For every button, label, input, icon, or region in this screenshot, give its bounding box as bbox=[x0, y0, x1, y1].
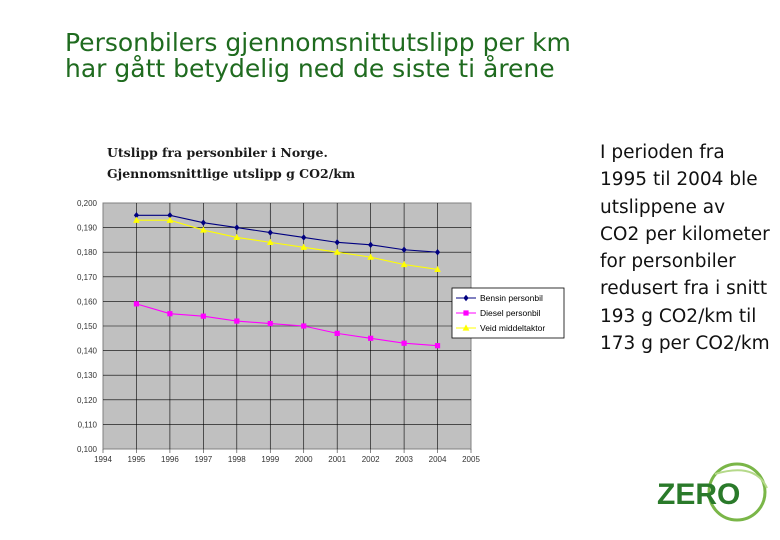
y-tick-label: 0,120 bbox=[77, 396, 98, 405]
data-point bbox=[234, 224, 240, 231]
data-point bbox=[368, 335, 374, 341]
legend-marker bbox=[462, 324, 470, 331]
series-layer bbox=[133, 212, 441, 349]
y-tick-label: 0,190 bbox=[77, 224, 98, 233]
data-point bbox=[368, 241, 374, 249]
chart-title-line-1: Utslipp fra personbiler i Norge. bbox=[107, 145, 328, 160]
emissions-chart: Utslipp fra personbiler i Norge. Gjennom… bbox=[62, 138, 567, 474]
data-point bbox=[266, 238, 274, 245]
x-axis: 1994 1995 1996 1997 1998 1999 2000 2001 2002 2003… bbox=[94, 449, 480, 464]
y-axis: 0,200 0,190 0,180 0,170 0,160 0,150 0,140 0,130… bbox=[77, 199, 98, 454]
legend-label: Bensin personbil bbox=[480, 293, 543, 303]
series-line bbox=[136, 219, 438, 270]
y-tick-label: 0,200 bbox=[77, 199, 98, 208]
logo-text: ZERO bbox=[657, 478, 740, 511]
series-line bbox=[136, 214, 438, 253]
legend-marker bbox=[463, 294, 469, 302]
data-point bbox=[234, 318, 240, 324]
data-point bbox=[199, 226, 207, 233]
chart-title-line-2: Gjennomsnittlige utslipp g CO2/km bbox=[107, 166, 355, 181]
y-tick-label: 0,180 bbox=[77, 248, 98, 257]
data-point bbox=[400, 260, 408, 268]
x-tick-label: 1999 bbox=[261, 455, 279, 464]
data-point bbox=[301, 323, 307, 329]
summary-text: I perioden fra 1995 til 2004 ble utslipp… bbox=[600, 142, 770, 355]
data-point bbox=[133, 216, 140, 223]
data-point bbox=[367, 253, 375, 260]
data-point bbox=[200, 219, 206, 226]
logo-ring bbox=[707, 462, 767, 522]
data-point bbox=[133, 212, 140, 219]
data-point bbox=[300, 243, 308, 250]
data-point bbox=[167, 311, 173, 317]
x-tick-label: 1994 bbox=[94, 455, 112, 464]
y-tick-label: 0,110 bbox=[78, 420, 98, 429]
data-point bbox=[434, 265, 441, 273]
logo-arc bbox=[714, 469, 768, 489]
x-tick-label: 1995 bbox=[128, 455, 146, 464]
data-point bbox=[333, 248, 341, 255]
y-tick-label: 0,170 bbox=[77, 273, 98, 282]
x-tick-label: 1997 bbox=[194, 455, 212, 464]
legend-label: Veid middeltaktor bbox=[480, 323, 545, 333]
y-tick-label: 0,130 bbox=[77, 371, 98, 380]
x-tick-label: 2003 bbox=[395, 455, 413, 464]
slide-title: Personbilers gjennomsnittutslipp per km … bbox=[65, 28, 571, 83]
data-point bbox=[167, 212, 173, 219]
x-tick-label: 2001 bbox=[328, 455, 346, 464]
y-tick-label: 0,140 bbox=[77, 347, 98, 356]
data-point bbox=[334, 239, 340, 246]
data-point bbox=[200, 313, 206, 319]
legend-label: Diesel personbil bbox=[480, 308, 541, 318]
y-tick-label: 0,150 bbox=[77, 322, 98, 331]
data-point bbox=[267, 320, 273, 327]
legend: Bensin personbil Diesel personbil Veid mid… bbox=[451, 287, 565, 339]
x-tick-label: 2000 bbox=[295, 455, 313, 464]
data-point bbox=[233, 233, 241, 241]
data-point bbox=[434, 249, 441, 256]
data-point bbox=[166, 216, 174, 223]
series-2 bbox=[133, 301, 441, 349]
y-tick-label: 0,160 bbox=[77, 297, 98, 306]
data-point bbox=[334, 330, 340, 336]
x-tick-label: 2004 bbox=[429, 455, 447, 464]
data-point bbox=[401, 340, 407, 346]
series-3 bbox=[133, 216, 441, 273]
data-point bbox=[434, 343, 441, 349]
data-point bbox=[401, 246, 407, 253]
series-line bbox=[136, 303, 438, 347]
data-point bbox=[133, 301, 140, 307]
series-1 bbox=[133, 212, 441, 256]
zero-logo: ZERO bbox=[655, 458, 773, 528]
x-tick-label: 1996 bbox=[161, 455, 179, 464]
y-tick-label: 0,100 bbox=[77, 445, 98, 454]
legend-marker bbox=[463, 310, 469, 316]
x-tick-label: 1998 bbox=[228, 455, 246, 464]
x-tick-label: 2005 bbox=[462, 455, 480, 464]
x-tick-label: 2002 bbox=[362, 455, 380, 464]
